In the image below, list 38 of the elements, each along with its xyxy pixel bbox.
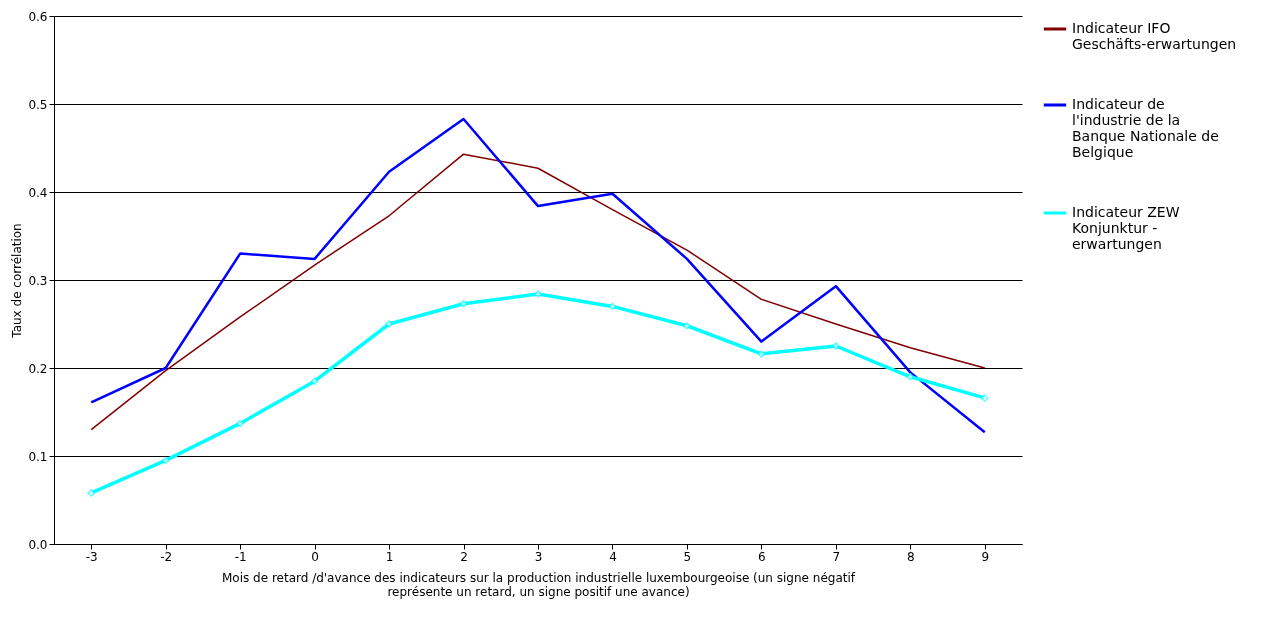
y-tick-label: 0.5 [28, 97, 48, 112]
point [459, 300, 468, 308]
point [906, 373, 915, 381]
x-tick-label: 4 [609, 549, 617, 564]
point [608, 302, 617, 311]
y-tick-label: 0.6 [28, 9, 48, 24]
y-tick-label: 0.4 [28, 185, 48, 200]
point [385, 320, 393, 328]
x-tick-label: 5 [683, 549, 692, 564]
point [683, 322, 691, 330]
legend-label: Indicateur IFO Geschäfts-erwartungen [1072, 20, 1237, 52]
x-tick-label: -2 [160, 549, 173, 564]
point [236, 419, 244, 428]
y-tick-label: 0.2 [28, 361, 48, 376]
legend-label: Indicateur de l'industrie de la Banque Nationale de Belgique [1072, 96, 1219, 160]
x-tick-label: -3 [85, 549, 98, 564]
x-axis-title: Mois de retard /d'avance des indicateurs sur la production industrielle luxembourgeoise (un signe négatif représente un retard, un signe positif une avance) [221, 570, 856, 599]
x-tick-label: 8 [906, 549, 915, 564]
x-tick-label: -1 [234, 549, 247, 564]
x-tick-label: 2 [460, 549, 468, 564]
x-tick-label: 9 [981, 549, 990, 564]
y-axis-title: Taux de corrélation [10, 223, 25, 339]
legend-label: Indicateur ZEW Konjunktur - erwartungen [1072, 204, 1180, 252]
point [757, 350, 766, 358]
y-tick-label: 0.0 [28, 537, 48, 552]
point [832, 342, 840, 350]
point [87, 489, 95, 497]
x-tick-label: 1 [385, 549, 394, 564]
x-tick-label: 3 [534, 549, 543, 564]
x-tick-label: 0 [311, 549, 319, 564]
y-tick-label: 0.1 [28, 449, 48, 464]
point [310, 377, 319, 385]
y-tick-label: 0.3 [28, 273, 48, 288]
point [161, 456, 170, 465]
point [534, 290, 542, 298]
x-tick-label: 7 [832, 549, 841, 564]
x-tick-label: 6 [758, 549, 766, 564]
point [981, 394, 989, 402]
